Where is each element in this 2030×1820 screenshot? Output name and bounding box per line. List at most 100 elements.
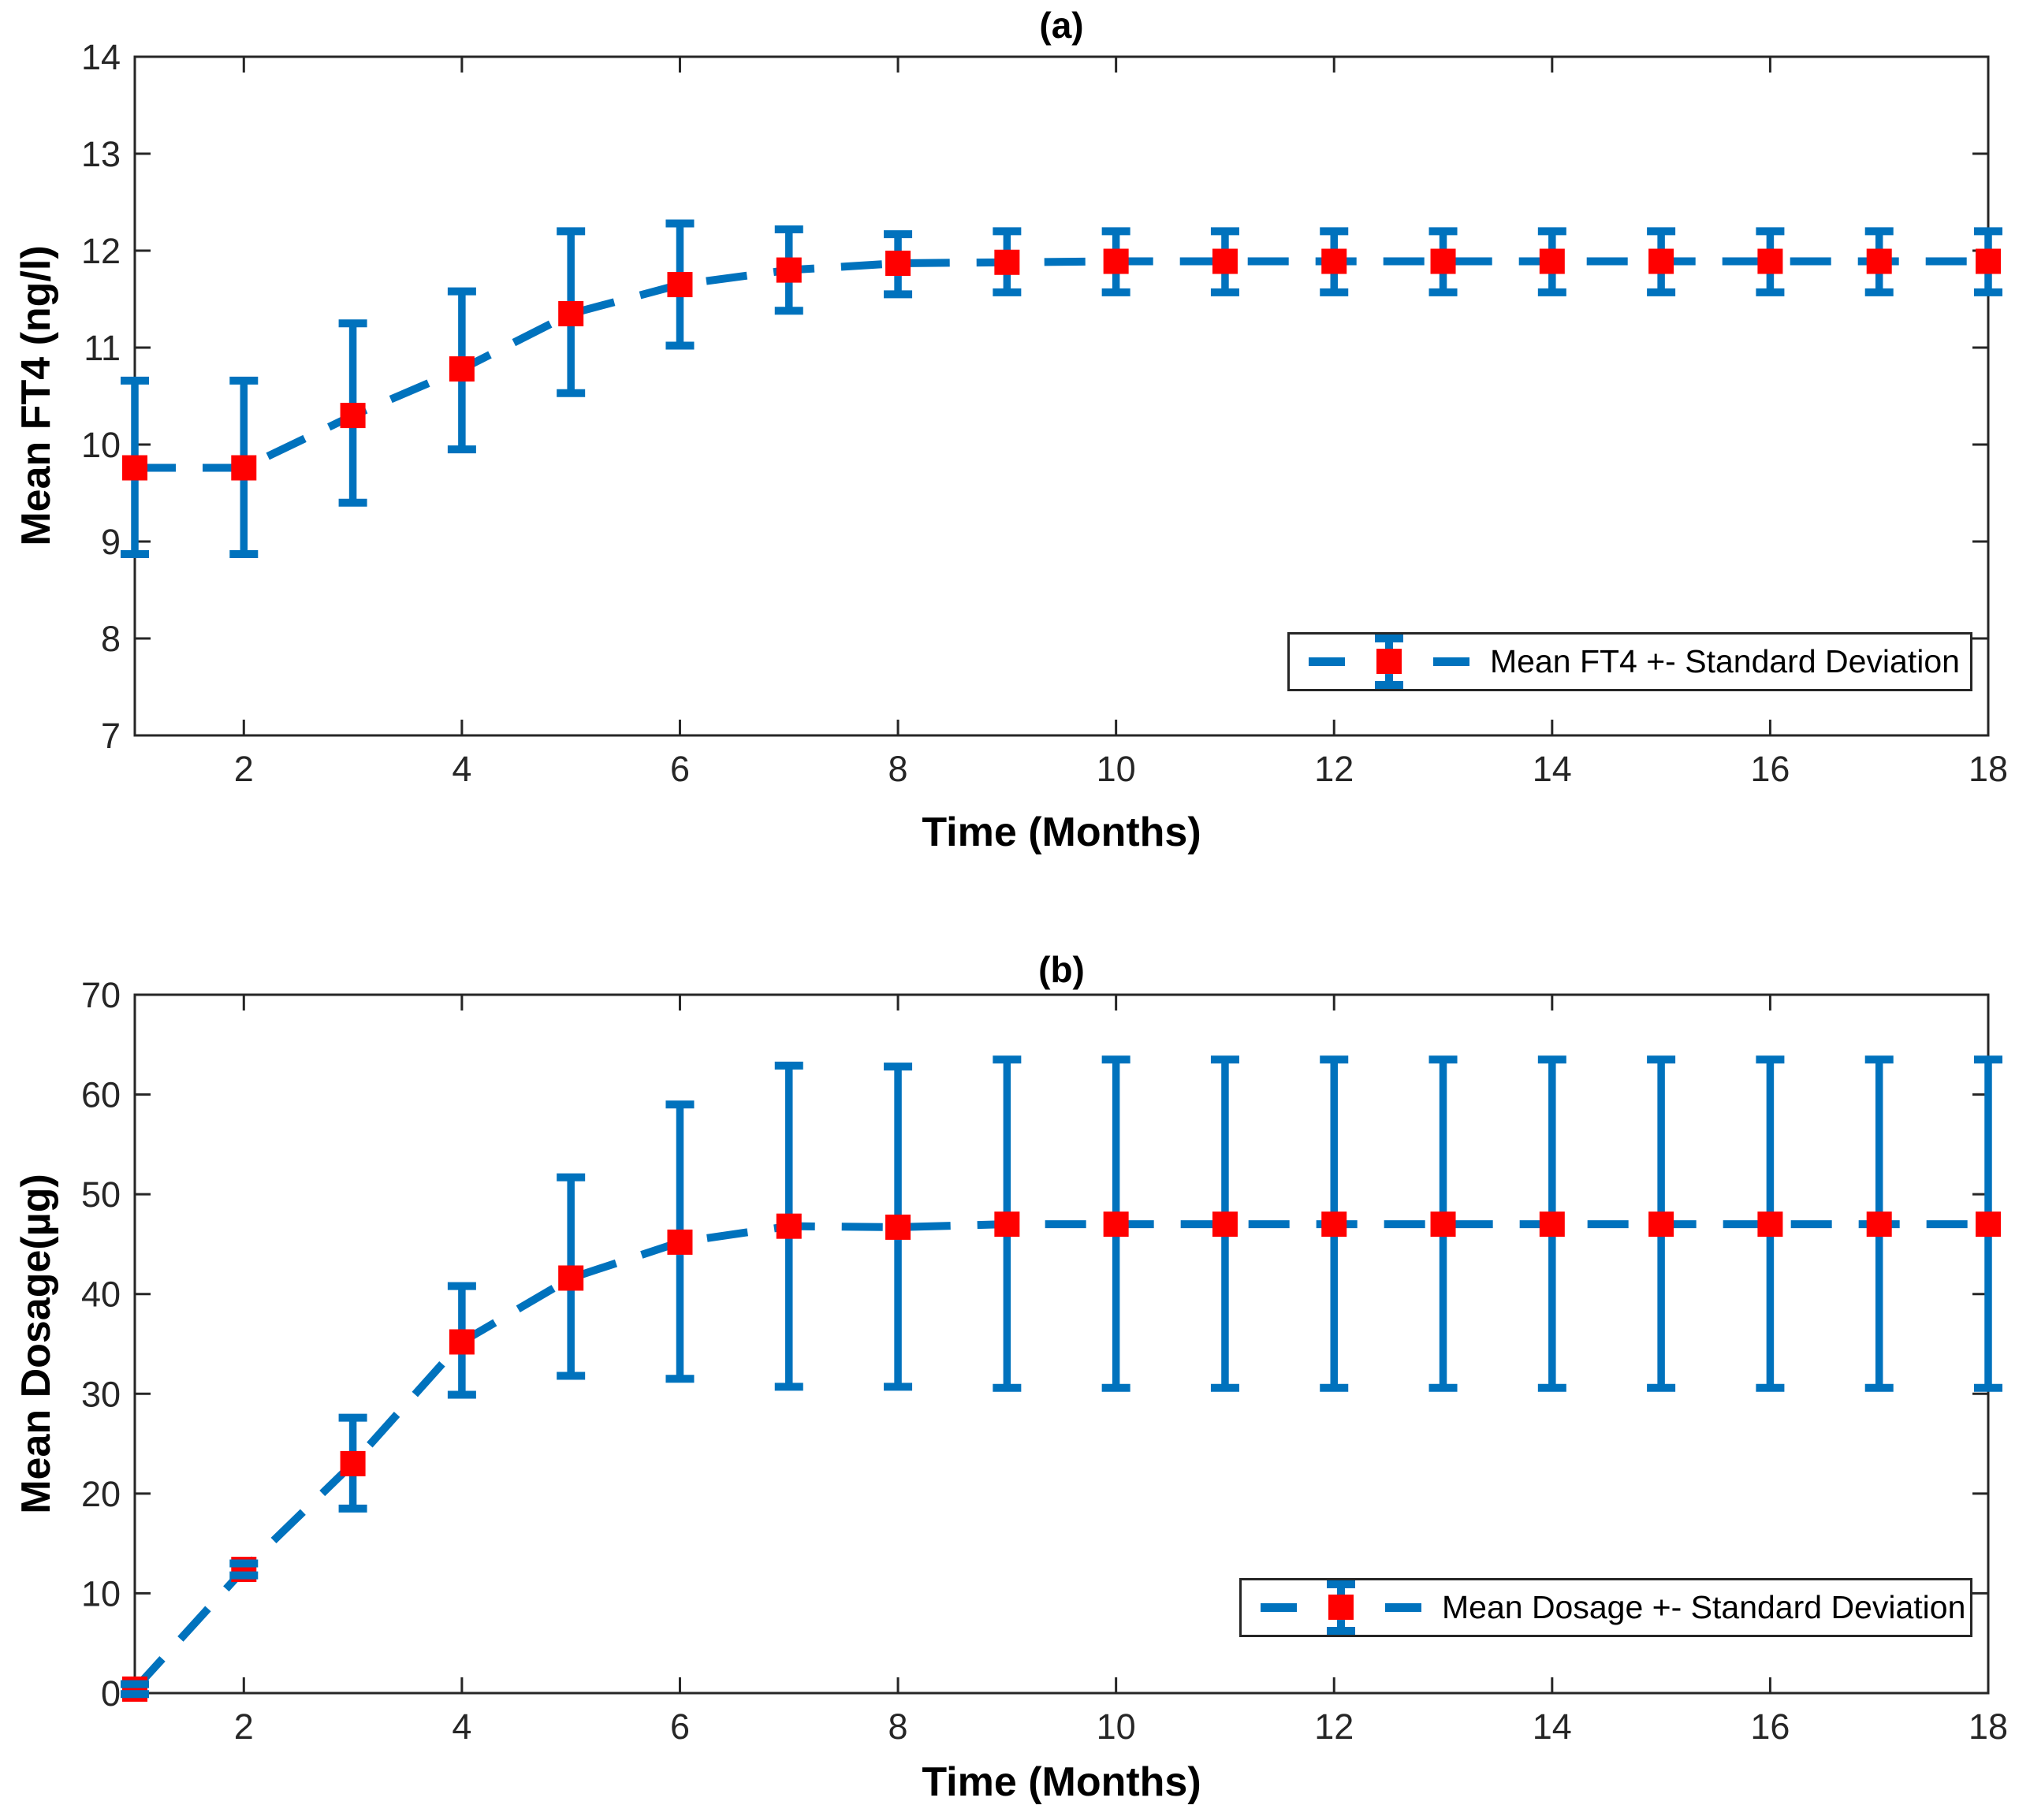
x-tick-label: 6	[670, 1706, 690, 1747]
legend-dash-icon	[1261, 1603, 1297, 1612]
x-tick-label: 4	[452, 749, 471, 789]
legend-errorbar-cap-icon	[1375, 635, 1403, 642]
data-point-marker	[1321, 1211, 1347, 1238]
data-point-marker	[1976, 248, 2001, 274]
data-point-marker	[776, 257, 802, 283]
panel-b-ylabel: Mean Dosage(µg)	[13, 1174, 59, 1514]
y-tick-label: 9	[101, 522, 121, 562]
x-tick-label: 18	[1969, 749, 2008, 789]
data-point-marker	[1539, 1211, 1565, 1238]
axis-ticks	[135, 55, 1990, 737]
data-point-marker	[667, 272, 693, 298]
x-tick-label: 18	[1969, 1706, 2008, 1747]
y-tick-label: 10	[81, 1573, 121, 1613]
data-point-marker	[1648, 248, 1674, 274]
legend-errorbar-cap-icon	[1375, 681, 1403, 689]
panel-a-legend-label: Mean FT4 +- Standard Deviation	[1490, 643, 1960, 679]
legend-errorbar-cap-icon	[1327, 1580, 1355, 1588]
tick-labels: 2 4 6 8 10 12 14 16 18 7 8 9 10 11 12 13 14	[81, 37, 2008, 789]
data-point-marker	[340, 1450, 366, 1476]
legend-square-marker-icon	[1328, 1595, 1354, 1620]
y-tick-label: 12	[81, 231, 121, 271]
panel-b-legend: Mean Dosage +- Standard Deviation	[1239, 1578, 1972, 1637]
x-tick-label: 14	[1533, 749, 1572, 789]
y-tick-label: 11	[84, 328, 121, 368]
data-point-marker	[1321, 248, 1347, 274]
x-tick-label: 2	[234, 749, 254, 789]
data-point-marker	[1212, 248, 1238, 274]
data-point-marker	[667, 1229, 693, 1255]
legend-dash-icon	[1309, 657, 1345, 666]
data-point-marker	[994, 1211, 1020, 1238]
y-tick-label: 8	[101, 619, 121, 659]
panel-b-title: (b)	[1038, 949, 1085, 990]
data-point-marker	[885, 1214, 911, 1240]
legend-dash-icon	[1385, 1603, 1421, 1612]
data-point-marker	[122, 455, 147, 481]
y-tick-label: 40	[81, 1275, 121, 1315]
errorbar-caps	[121, 219, 2002, 558]
data-point-marker	[1757, 1211, 1783, 1238]
data-point-marker	[1866, 1211, 1892, 1238]
data-point-marker	[776, 1213, 802, 1239]
data-point-marker	[1866, 248, 1892, 274]
panel-a-xlabel: Time (Months)	[922, 810, 1201, 855]
panel-a-ylabel: Mean FT4 (ng/l)	[13, 245, 59, 546]
x-tick-label: 8	[888, 749, 908, 789]
data-point-marker	[340, 403, 366, 429]
y-tick-label: 30	[81, 1374, 121, 1414]
data-point-marker	[1757, 248, 1783, 274]
y-tick-label: 50	[81, 1174, 121, 1215]
data-point-marker	[1430, 248, 1456, 274]
data-point-marker	[1976, 1211, 2001, 1238]
y-tick-label: 0	[101, 1673, 121, 1714]
data-point-marker	[1539, 248, 1565, 274]
x-tick-label: 16	[1750, 1706, 1790, 1747]
mean-line	[132, 1220, 1988, 1692]
x-tick-label: 10	[1097, 749, 1136, 789]
legend-square-marker-icon	[1376, 649, 1402, 674]
y-tick-label: 60	[81, 1075, 121, 1115]
panel-a-plot: 2 4 6 8 10 12 14 16 18 7 8 9 10 11 12 13 14	[81, 37, 2008, 789]
mean-markers	[122, 248, 2001, 481]
data-point-marker	[449, 1329, 475, 1355]
y-tick-label: 10	[81, 425, 121, 465]
panel-a-title: (a)	[1039, 5, 1084, 46]
errorbar-marker-icon	[1309, 635, 1469, 689]
x-tick-label: 12	[1314, 749, 1354, 789]
x-tick-label: 16	[1750, 749, 1790, 789]
data-point-marker	[885, 250, 911, 276]
x-tick-label: 10	[1097, 1706, 1136, 1747]
mean-line	[135, 257, 1988, 472]
y-tick-label: 7	[101, 716, 121, 756]
data-point-marker	[231, 455, 257, 481]
data-point-marker	[449, 356, 475, 382]
legend-dash-icon	[1433, 657, 1469, 666]
x-tick-label: 8	[888, 1706, 908, 1747]
x-tick-label: 12	[1314, 1706, 1354, 1747]
data-point-marker	[558, 300, 584, 326]
data-point-marker	[1648, 1211, 1674, 1238]
x-tick-label: 6	[670, 749, 690, 789]
y-tick-label: 13	[81, 134, 121, 174]
tick-labels: 2 4 6 8 10 12 14 16 18 0 10 20 30 40 50 60 70	[81, 975, 2008, 1747]
y-tick-label: 70	[81, 975, 121, 1015]
panel-a-legend: Mean FT4 +- Standard Deviation	[1287, 632, 1972, 691]
data-point-marker	[994, 249, 1020, 275]
x-tick-label: 14	[1533, 1706, 1572, 1747]
data-point-marker	[558, 1265, 584, 1291]
x-tick-label: 2	[234, 1706, 254, 1747]
errorbar-caps	[121, 1055, 2002, 1699]
errorbar-marker-icon	[1261, 1580, 1421, 1635]
panel-b-legend-label: Mean Dosage +- Standard Deviation	[1442, 1589, 1966, 1625]
data-point-marker	[1103, 1211, 1129, 1238]
data-point-marker	[1430, 1211, 1456, 1238]
x-tick-label: 4	[452, 1706, 471, 1747]
panel-b-plot: 2 4 6 8 10 12 14 16 18 0 10 20 30 40 50 60 70	[81, 975, 2008, 1747]
data-point-marker	[1212, 1211, 1238, 1238]
y-tick-label: 20	[81, 1474, 121, 1514]
data-point-marker	[1103, 248, 1129, 274]
panel-b-xlabel: Time (Months)	[922, 1759, 1201, 1805]
